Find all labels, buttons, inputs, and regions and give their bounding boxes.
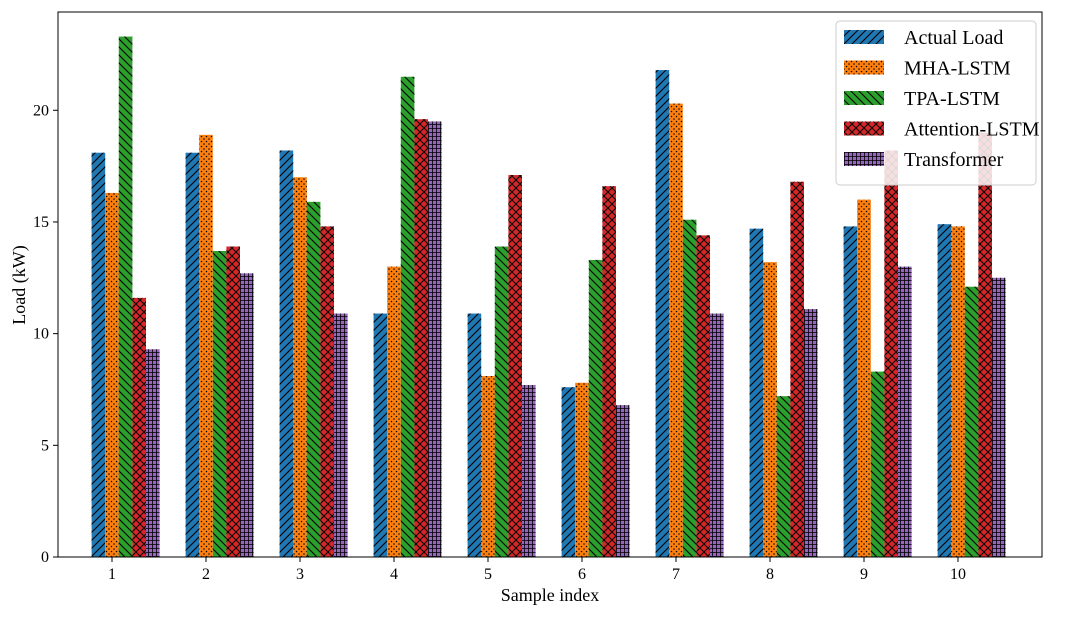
bar-actual-load-3: [279, 150, 294, 557]
bar-tpa-lstm-9: [870, 371, 885, 557]
bar-tpa-lstm-1: [118, 36, 133, 557]
plot-frame: [57, 11, 1043, 558]
bar-actual-load-5: [467, 313, 482, 557]
bar-mha-lstm-8: [763, 262, 777, 557]
x-tick-label: 5: [484, 566, 492, 583]
bar-attention-lstm-5: [508, 175, 522, 557]
bar-attention-lstm-3: [320, 226, 334, 558]
bar-transformer-2: [240, 273, 254, 557]
legend-label: Actual Load: [904, 27, 1003, 49]
legend-label: Attention-LSTM: [904, 119, 1040, 141]
x-tick-label: 2: [202, 566, 210, 583]
bar-attention-lstm-9: [884, 150, 898, 557]
bar-transformer-9: [898, 266, 912, 557]
x-tick-label: 10: [950, 566, 966, 583]
x-tick-label: 8: [766, 566, 774, 583]
bar-attention-lstm-1: [132, 297, 146, 557]
bar-transformer-10: [992, 277, 1006, 557]
y-tick-label: 15: [33, 214, 49, 231]
bar-attention-lstm-6: [602, 186, 616, 557]
bar-tpa-lstm-7: [682, 219, 697, 557]
bar-tpa-lstm-2: [212, 250, 227, 557]
bar-transformer-8: [804, 309, 818, 557]
bar-transformer-1: [146, 349, 160, 557]
bar-mha-lstm-5: [481, 376, 495, 557]
legend-label: MHA-LSTM: [904, 58, 1011, 80]
y-tick-label: 20: [33, 102, 49, 119]
bar-transformer-7: [710, 313, 724, 557]
x-tick-label: 7: [672, 566, 680, 583]
x-tick-label: 3: [296, 566, 304, 583]
bar-attention-lstm-10: [978, 132, 992, 558]
y-tick-label: 5: [41, 437, 49, 454]
bar-actual-load-2: [185, 152, 200, 557]
y-tick-label: 10: [33, 326, 49, 343]
bar-actual-load-10: [937, 224, 952, 557]
legend-label: TPA-LSTM: [904, 88, 1000, 110]
x-tick-label: 9: [860, 566, 868, 583]
bar-mha-lstm-7: [669, 103, 683, 557]
bar-actual-load-9: [843, 226, 858, 558]
bar-attention-lstm-2: [226, 246, 240, 557]
x-tick-label: 4: [390, 566, 398, 583]
bar-actual-load-1: [91, 152, 106, 557]
legend-label: Transformer: [904, 149, 1004, 171]
bar-mha-lstm-1: [105, 192, 119, 558]
bar-attention-lstm-8: [790, 181, 804, 558]
bar-actual-load-6: [561, 387, 576, 557]
bar-tpa-lstm-6: [588, 259, 603, 557]
bar-mha-lstm-3: [293, 177, 307, 558]
legend-entry-mha-lstm: MHA-LSTM: [844, 58, 1011, 80]
bar-tpa-lstm-8: [776, 396, 791, 557]
bar-transformer-5: [522, 385, 536, 557]
bar-transformer-4: [428, 121, 442, 558]
legend-box: [835, 20, 1037, 186]
bar-tpa-lstm-10: [964, 286, 979, 557]
x-tick-label: 6: [578, 566, 586, 583]
y-axis-label: Load (kW): [9, 245, 30, 324]
y-axis: 0 5 10 15 20: [33, 102, 58, 566]
bars-group: [91, 36, 1006, 558]
bar-actual-load-4: [373, 313, 388, 557]
x-axis-label: Sample index: [501, 585, 599, 605]
bar-mha-lstm-9: [857, 199, 871, 557]
bar-mha-lstm-6: [575, 382, 589, 557]
x-tick-label: 1: [108, 566, 116, 583]
legend-entry-transformer: Transformer: [844, 149, 1004, 171]
bar-attention-lstm-7: [696, 235, 710, 557]
bar-actual-load-8: [749, 228, 764, 557]
bar-mha-lstm-10: [951, 226, 965, 558]
legend: Actual Load MHA-LSTM TPA-LSTM Attention-LST…: [835, 20, 1040, 186]
bar-mha-lstm-4: [387, 266, 401, 557]
bar-transformer-6: [616, 405, 630, 557]
y-tick-label: 0: [41, 549, 49, 566]
bar-attention-lstm-4: [414, 119, 428, 558]
legend-entry-tpa-lstm: TPA-LSTM: [844, 88, 1000, 110]
bar-actual-load-7: [655, 70, 670, 558]
legend-entry-actual-load: Actual Load: [844, 27, 1003, 49]
bar-transformer-3: [334, 313, 348, 557]
legend-entry-attention-lstm: Attention-LSTM: [844, 119, 1040, 141]
bar-tpa-lstm-4: [400, 76, 415, 557]
x-axis: 1 2 3 4 5 6 7 8 9 10: [108, 557, 966, 583]
bar-tpa-lstm-3: [306, 201, 321, 557]
bar-tpa-lstm-5: [494, 246, 509, 557]
bar-mha-lstm-2: [199, 134, 213, 557]
